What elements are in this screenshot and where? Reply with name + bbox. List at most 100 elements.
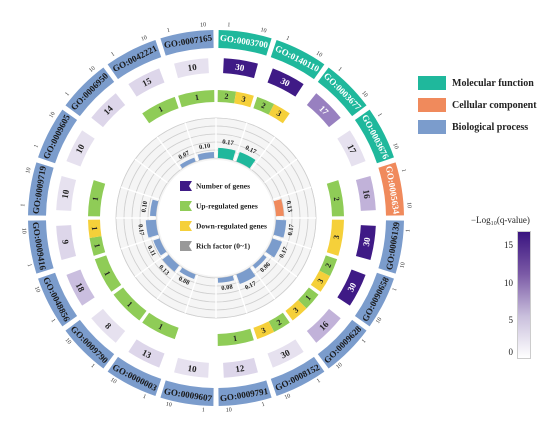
grid-spoke [134, 158, 168, 184]
legend-swatch [418, 98, 446, 112]
grid-spoke [120, 186, 160, 201]
number-of-genes-label: 30 [361, 236, 372, 247]
grid-spoke [272, 186, 312, 201]
rich-factor-bar [236, 151, 256, 169]
up-regulated-label: 1 [194, 93, 199, 103]
up-regulated-bar [142, 96, 179, 124]
legend-item-molecular-function: Molecular function [418, 74, 548, 92]
up-regulated-label: 1 [304, 293, 313, 302]
number-of-genes-label: 12 [235, 363, 246, 374]
category-band [65, 319, 115, 369]
outer-tick-label: 1 [261, 402, 265, 409]
down-regulated-label: 3 [260, 325, 267, 335]
rich-factor-bar [236, 267, 256, 285]
down-regulated-label: 3 [275, 109, 283, 119]
outer-tick-label: 10 [335, 362, 343, 370]
rich-factor-bar [150, 199, 159, 217]
up-regulated-bar [217, 328, 254, 346]
number-of-genes-block [56, 176, 77, 211]
outer-tick-label: 10 [140, 35, 148, 43]
rich-factor-label: 0.17 [278, 245, 290, 259]
grid-spoke [264, 158, 298, 184]
down-regulated-bar [285, 300, 307, 321]
category-band [378, 220, 404, 274]
legend-down-regulated-label: Down-regulated genes [196, 222, 267, 231]
rich-factor-bar [217, 275, 235, 283]
number-of-genes-block [66, 130, 95, 167]
rich-factor-bar [179, 267, 196, 279]
rich-factor-label: 0.08 [221, 283, 234, 292]
up-regulated-label: 1 [157, 322, 165, 332]
up-regulated-bar [253, 96, 275, 115]
colorbar-tick: 0 [508, 347, 514, 357]
up-regulated-bar [298, 287, 319, 309]
rich-factor-bar [145, 219, 159, 238]
up-regulated-label: 2 [260, 101, 267, 111]
rich-factor-bar [273, 219, 287, 238]
category-band [107, 40, 162, 80]
outer-tick-label: 1 [202, 407, 205, 413]
rich-factor-bar [197, 152, 215, 161]
legend-label: Cellular component [452, 99, 537, 111]
category-band [218, 30, 272, 56]
grid-spoke [120, 235, 160, 250]
legend-item-biological-process: Biological process [418, 118, 548, 136]
outer-tick-label: 10 [375, 317, 383, 325]
rich-factor-label: 0.17 [136, 224, 145, 237]
rich-factor-label: 0.08 [177, 275, 191, 287]
category-band [28, 162, 54, 216]
number-of-genes-label: 9 [60, 239, 71, 246]
number-of-genes-block [174, 357, 209, 378]
up-regulated-bar [113, 287, 147, 321]
outer-tick-label: 10 [399, 262, 406, 269]
outer-tick-label: 1 [89, 363, 95, 370]
outer-tick-label: 10 [360, 90, 368, 98]
legend-up-regulated-swatch [180, 201, 192, 211]
outer-tick-label: 1 [336, 66, 342, 73]
outer-tick-label: 10 [165, 401, 172, 408]
number-of-genes-block [128, 339, 165, 368]
number-of-genes-label: 10 [187, 62, 198, 73]
outer-tick-label: 10 [315, 51, 323, 59]
category-band [354, 109, 394, 164]
rich-factor-bar [265, 238, 283, 258]
number-of-genes-block [267, 68, 304, 97]
category-band [270, 40, 325, 80]
outer-tick-label: 10 [63, 337, 71, 345]
number-of-genes-label: 16 [361, 189, 372, 200]
outer-tick-label: 10 [20, 228, 26, 234]
rich-factor-label: 0.11 [146, 244, 157, 257]
number-of-genes-block [337, 269, 366, 306]
up-regulated-label: 2 [323, 262, 333, 269]
outer-tick-label: 10 [88, 65, 96, 73]
outer-tick-label: 10 [33, 286, 41, 294]
outer-tick-label: 1 [166, 28, 170, 35]
rich-factor-bar [273, 199, 284, 217]
category-band [270, 356, 325, 396]
up-regulated-label: 2 [332, 196, 342, 201]
legend-item-cellular-component: Cellular component [418, 96, 548, 114]
number-of-genes-block [355, 176, 376, 211]
grid-spoke [184, 274, 199, 314]
outer-tick-label: 1 [361, 338, 368, 344]
number-of-genes-block [223, 58, 258, 79]
down-regulated-bar [253, 321, 275, 340]
up-regulated-label: 1 [102, 270, 112, 278]
outer-tick-label: 1 [376, 112, 383, 118]
up-regulated-bar [94, 255, 122, 292]
number-of-genes-block [91, 93, 126, 128]
colorbar: −Log₁₀(q-value) 15 10 5 0 [471, 215, 550, 359]
outer-tick-label: 1 [316, 378, 322, 385]
outer-tick-label: 10 [284, 393, 292, 401]
down-regulated-label: 3 [332, 234, 342, 239]
outer-tick-label: 10 [226, 407, 232, 413]
outer-tick-label: 10 [405, 202, 411, 208]
rich-factor-label: 0.10 [141, 201, 150, 213]
up-regulated-label: 1 [125, 300, 134, 309]
outer-tick-label: 1 [405, 229, 411, 232]
outer-tick-label: 1 [227, 22, 230, 28]
colorbar-gradient [517, 231, 531, 359]
number-of-genes-label: 10 [187, 363, 198, 374]
grid-spoke [264, 252, 298, 278]
